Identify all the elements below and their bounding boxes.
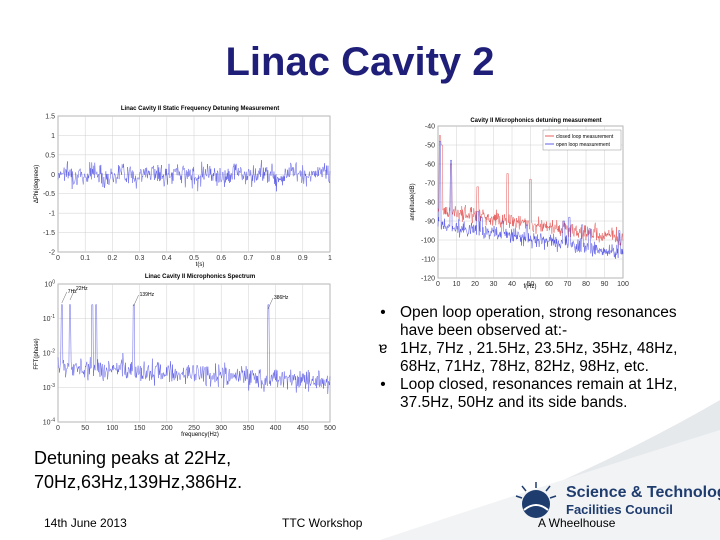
bullet-marker: • [380, 376, 386, 393]
chart2-series-line [57, 304, 331, 395]
chart1-series-line [57, 160, 331, 192]
stfc-logo-icon [515, 482, 557, 518]
chart1-ylabel: ΔPhi(degrees) [34, 165, 40, 203]
microphonics-spectrum-chart: Linac Cavity II Microphonics Spectrum 0 5… [34, 274, 336, 438]
chart3-legend: closed loop measurement open loop measur… [542, 129, 622, 151]
logo-line2: Facilities Council [566, 502, 673, 517]
bullet-text: 1Hz, 7Hz , 21.5Hz, 23.5Hz, 35Hz, 48Hz, 6… [400, 340, 678, 375]
chart2-annotation: 139Hz [140, 292, 155, 298]
chart1-ytick: -0.5 [43, 191, 55, 198]
footer-date: 14th June 2013 [44, 516, 127, 530]
chart1-ytick: -1.5 [43, 230, 55, 237]
chart3-xtick: 80 [582, 281, 590, 288]
chart2-ytick: 10-2 [43, 349, 55, 358]
chart1-ytick: -1 [49, 211, 55, 218]
legend-closed-loop: closed loop measurement [556, 134, 614, 140]
chart3-xtick: 70 [564, 281, 572, 288]
chart2-xlabel: frequency(Hz) [181, 432, 219, 438]
chart3-xtick: 60 [545, 281, 553, 288]
bullet-marker: ɐ [378, 340, 388, 357]
page-title: Linac Cavity 2 [225, 40, 495, 84]
chart1-ytick: 0.5 [45, 152, 55, 159]
chart3-ylabel: amplitude(dB) [410, 183, 416, 220]
chart2-xtick: 350 [243, 425, 255, 432]
chart3-xtick: 40 [508, 281, 516, 288]
chart3-xlabel: f(Hz) [524, 284, 537, 290]
chart1-xtick: 0.6 [216, 255, 226, 262]
chart1-xtick: 0.1 [80, 255, 90, 262]
bullet-text: Loop closed, resonances remain at 1Hz, 3… [400, 376, 678, 411]
chart3-ytick: -60 [425, 162, 435, 169]
chart3-ytick: -70 [425, 181, 435, 188]
chart2-xtick: 400 [270, 425, 282, 432]
chart3-ytick: -50 [425, 143, 435, 150]
chart2-xtick: 450 [297, 425, 309, 432]
bullet-marker: • [380, 304, 386, 321]
chart3-ytick: -120 [421, 276, 435, 283]
chart3-ytick: -80 [425, 200, 435, 207]
chart2-ytick: 10-4 [43, 418, 55, 427]
chart2-xtick: 100 [107, 425, 119, 432]
chart1-xlabel: t(s) [196, 262, 205, 268]
chart3-xtick: 10 [453, 281, 461, 288]
chart1-ytick: 1 [51, 133, 55, 140]
detuning-note: Detuning peaks at 22Hz, 70Hz,63Hz,139Hz,… [34, 448, 243, 492]
chart2-xtick: 0 [56, 425, 60, 432]
bullet-item: • Loop closed, resonances remain at 1Hz,… [370, 376, 700, 412]
chart1-xtick: 1 [328, 255, 332, 262]
chart2-ytick: 100 [44, 280, 55, 289]
chart3-ytick: -100 [421, 238, 435, 245]
chart2-xtick: 300 [215, 425, 227, 432]
chart1-title: Linac Cavity II Static Frequency Detunin… [121, 106, 279, 112]
chart2-ylabel: FFT(phase) [34, 338, 40, 369]
chart2-xtick: 200 [161, 425, 173, 432]
chart3-xtick: 90 [601, 281, 609, 288]
chart1-xtick: 0.4 [162, 255, 172, 262]
chart1-xtick: 0.8 [271, 255, 281, 262]
chart3-title: Cavity II Microphonics detuning measurem… [470, 118, 601, 124]
bullet-item: • Open loop operation, strong resonances… [370, 304, 700, 340]
chart3-series-closed-loop [437, 135, 624, 248]
footer-event: TTC Workshop [282, 516, 363, 530]
bullet-list: • Open loop operation, strong resonances… [370, 304, 700, 412]
chart2-annotation: 386Hz [274, 295, 289, 301]
chart1-xtick: 0 [56, 255, 60, 262]
chart3-series-open-loop [437, 140, 624, 259]
chart3-xtick: 0 [436, 281, 440, 288]
chart1-ytick: 0 [51, 172, 55, 179]
chart1-xtick: 0.5 [189, 255, 199, 262]
chart1-ytick: 1.5 [45, 114, 55, 121]
chart1-xtick: 0.7 [244, 255, 254, 262]
chart2-annotation: 7Hz [68, 289, 77, 295]
chart2-ytick: 10-3 [43, 383, 55, 392]
chart3-ytick: -110 [422, 257, 436, 264]
chart1-xtick: 0.9 [298, 255, 308, 262]
chart2-xtick: 50 [81, 425, 89, 432]
chart2-xtick: 250 [188, 425, 200, 432]
detuning-db-chart: Cavity II Microphonics detuning measurem… [410, 118, 629, 290]
footer-author: A Wheelhouse [538, 516, 616, 530]
chart2-ytick: 10-1 [43, 314, 55, 323]
chart3-xtick: 30 [490, 281, 498, 288]
chart2-title: Linac Cavity II Microphonics Spectrum [145, 274, 255, 280]
chart2-annotation: 22Hz [76, 286, 88, 292]
chart3-xtick: 20 [471, 281, 479, 288]
bullet-item: ɐ 1Hz, 7Hz , 21.5Hz, 23.5Hz, 35Hz, 48Hz,… [370, 340, 700, 376]
chart2-xtick: 500 [324, 425, 336, 432]
chart1-xtick: 0.2 [108, 255, 118, 262]
detuning-time-chart: Linac Cavity II Static Frequency Detunin… [34, 106, 332, 268]
stfc-logo: Science & Technology Facilities Council [514, 480, 720, 524]
chart3-ytick: -90 [425, 219, 435, 226]
chart2-xtick: 150 [134, 425, 146, 432]
chart3-xtick: 50 [527, 281, 535, 288]
legend-open-loop: open loop measurement [556, 142, 611, 148]
chart3-xtick: 100 [617, 281, 629, 288]
chart1-xtick: 0.3 [135, 255, 145, 262]
logo-line1: Science & Technology [566, 484, 720, 501]
chart1-ytick: -2 [49, 250, 55, 257]
chart3-ytick: -40 [425, 124, 435, 131]
bullet-text: Open loop operation, strong resonances h… [400, 304, 677, 339]
